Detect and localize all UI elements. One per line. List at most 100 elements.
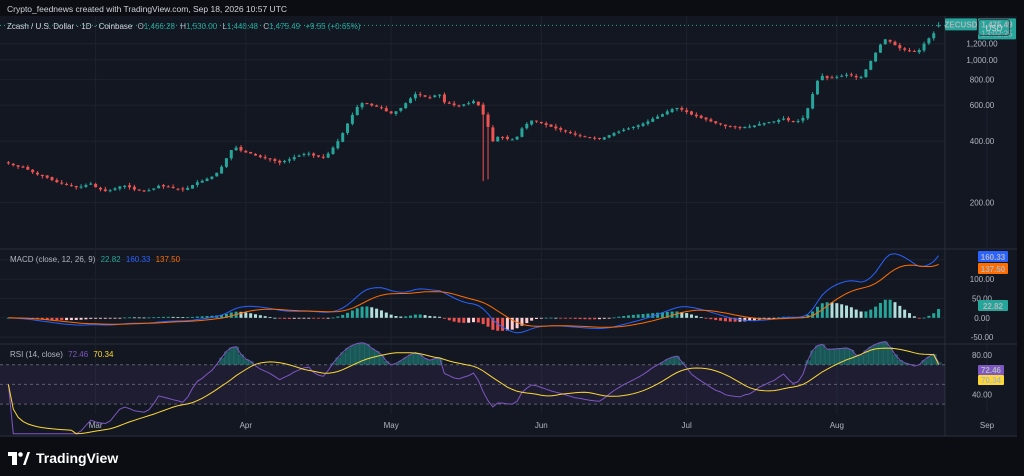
- candle-body: [147, 190, 151, 192]
- macd-tick-2: 50.00: [972, 294, 993, 303]
- macd-hist-bar: [539, 317, 543, 319]
- candle-body: [641, 123, 645, 126]
- candle-body: [123, 185, 127, 187]
- rsi-ob-segment: [921, 360, 927, 365]
- candle: [147, 188, 151, 192]
- signal-value-tag: 137.50: [981, 265, 1006, 274]
- candle: [791, 120, 795, 123]
- macd-hist-bar: [830, 302, 834, 318]
- candle: [476, 101, 480, 107]
- candle-body: [685, 110, 689, 112]
- candle-body: [234, 147, 238, 151]
- candle-body: [564, 130, 568, 132]
- candle: [98, 186, 102, 192]
- last-price-tag-price: 1,475.49: [981, 20, 1013, 29]
- candle-body: [840, 75, 844, 77]
- candle-body: [341, 133, 345, 142]
- candle-body: [375, 105, 379, 107]
- macd-hist-bar: [825, 302, 829, 318]
- macd-hist-bar: [394, 316, 398, 318]
- candle-body: [714, 121, 718, 124]
- macd-hist-bar: [714, 317, 718, 321]
- close-value: 1,475.49: [268, 22, 301, 31]
- candle-body: [40, 174, 44, 177]
- candle-body: [743, 126, 747, 129]
- rsi-ob-segment: [669, 357, 676, 365]
- candle-body: [181, 188, 185, 190]
- candle: [748, 124, 752, 129]
- candle: [331, 146, 335, 155]
- candle-body: [660, 114, 664, 117]
- macd-hist-bar: [864, 311, 868, 318]
- macd-hist-bar: [568, 317, 572, 319]
- rsi-ob-segment: [815, 345, 821, 365]
- candle: [515, 136, 519, 141]
- macd-hist-bar: [481, 317, 485, 325]
- candle: [462, 103, 466, 107]
- macd-hist-bar: [108, 317, 112, 319]
- macd-hist-bar: [893, 302, 897, 318]
- macd-hist-bar: [365, 306, 369, 318]
- candle-body: [665, 111, 669, 115]
- candle-body: [704, 117, 708, 120]
- macd-hist-bar: [874, 306, 878, 318]
- macd-hist-bar: [699, 317, 703, 318]
- candle: [622, 127, 626, 132]
- candle: [680, 106, 684, 112]
- rsi-ob-segment: [403, 357, 409, 365]
- macd-hist-bar: [79, 317, 83, 320]
- candle: [752, 125, 756, 128]
- candle-body: [583, 136, 587, 138]
- rsi-legend-rsi: 72.46: [68, 350, 89, 359]
- macd-hist-bar: [69, 317, 73, 321]
- tradingview-logo[interactable]: TradingView: [8, 449, 118, 467]
- rsi-ob-segment: [383, 361, 390, 365]
- candle: [268, 158, 272, 162]
- rsi-ma-value-tag: 70.34: [981, 376, 1002, 385]
- candle: [685, 107, 689, 115]
- candle-body: [859, 76, 863, 78]
- macd-hist-bar: [283, 317, 287, 319]
- candle: [312, 152, 316, 158]
- candle: [442, 92, 446, 105]
- candle: [287, 157, 291, 164]
- candle: [283, 159, 287, 164]
- macd-hist-bar: [113, 317, 117, 319]
- macd-hist-bar: [631, 314, 635, 318]
- candle-body: [65, 183, 69, 185]
- symbol-name: Zcash / U.S. Dollar · 1D · Coinbase: [7, 22, 133, 31]
- rsi-value-tag: 72.46: [981, 366, 1002, 375]
- macd-hist-bar: [244, 312, 248, 318]
- candle: [302, 152, 306, 157]
- rsi-ob-segment: [858, 354, 864, 365]
- macd-hist-bar: [229, 312, 233, 318]
- candle-body: [675, 107, 679, 110]
- macd-hist-bar: [350, 310, 354, 318]
- macd-hist-bar: [45, 317, 49, 320]
- rsi-ob-segment: [408, 354, 414, 365]
- candle-body: [709, 119, 713, 122]
- macd-hist-bar: [849, 307, 853, 318]
- macd-hist-bar: [690, 314, 694, 318]
- candle-body: [680, 108, 684, 110]
- macd-hist-bar: [307, 317, 311, 319]
- candle-body: [471, 101, 476, 104]
- candle: [108, 188, 112, 193]
- price-tick-3: 800.00: [970, 76, 995, 85]
- candle: [394, 110, 398, 116]
- low-label: L: [222, 22, 227, 31]
- macd-hist-bar: [200, 316, 204, 318]
- candle: [670, 107, 674, 114]
- currency-button[interactable]: USD: [978, 19, 1010, 36]
- candle: [418, 91, 422, 98]
- macd-hist-bar: [612, 317, 616, 319]
- macd-hist-bar: [433, 316, 437, 318]
- rsi-ob-segment: [660, 362, 666, 365]
- candle-body: [220, 166, 224, 174]
- candle-body: [379, 107, 383, 109]
- candle: [210, 176, 214, 180]
- candle-body: [748, 126, 752, 128]
- tradingview-logo-icon: [8, 451, 30, 465]
- candle: [200, 179, 204, 183]
